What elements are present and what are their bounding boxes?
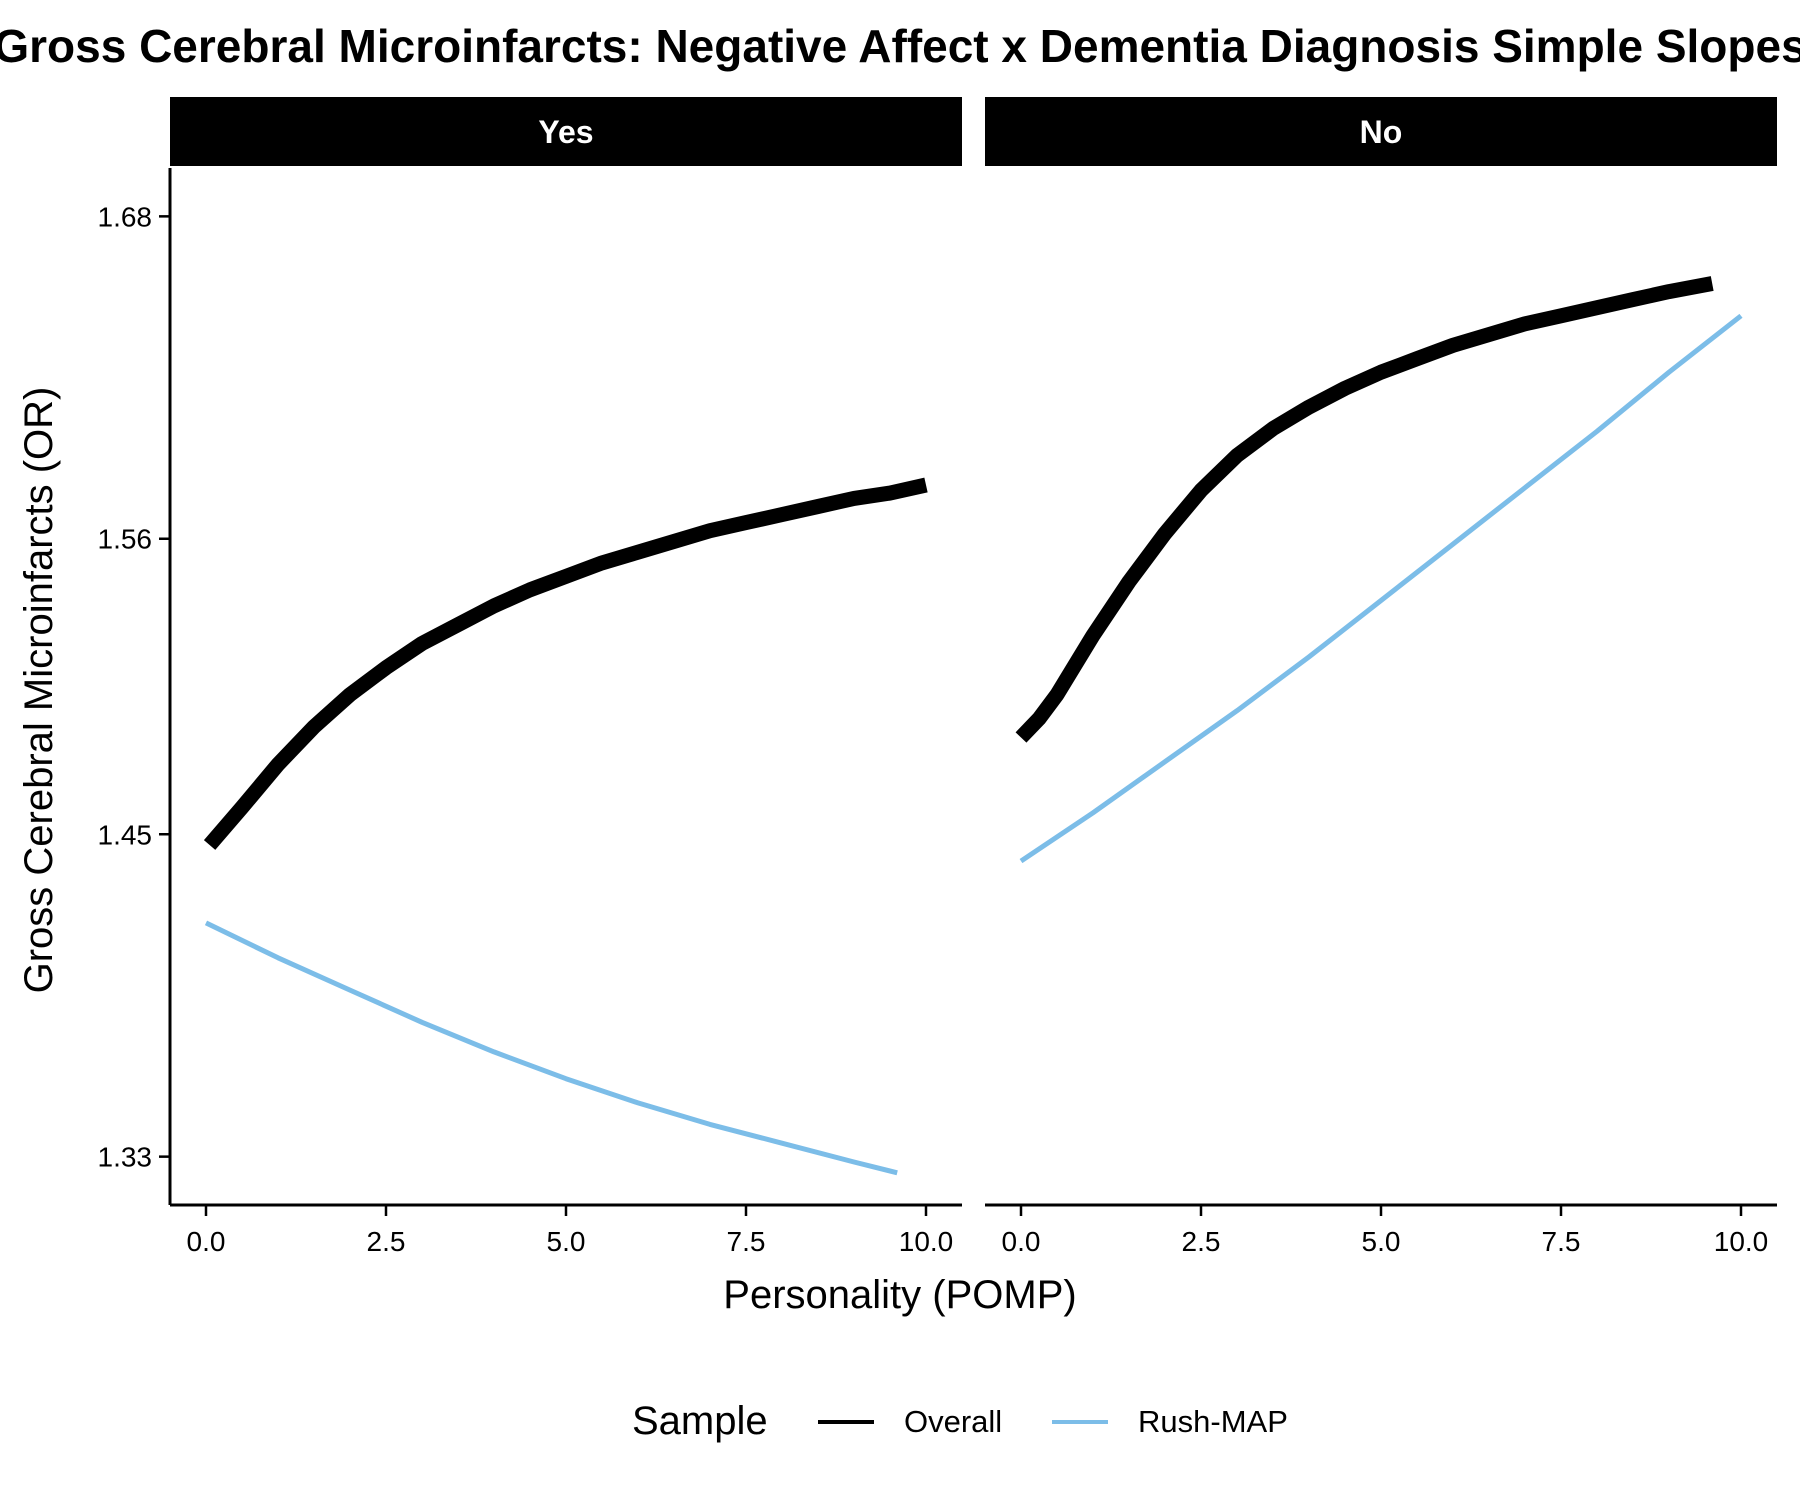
y-tick-label: 1.33 — [98, 1142, 153, 1173]
legend-label-rush-map: Rush-MAP — [1138, 1404, 1288, 1439]
x-tick-label: 5.0 — [1362, 1226, 1401, 1257]
legend-label-overall: Overall — [904, 1404, 1002, 1439]
legend-title: Sample — [632, 1399, 768, 1443]
x-tick-label: 5.0 — [547, 1226, 586, 1257]
x-tick-label: 2.5 — [367, 1226, 406, 1257]
strip-label: No — [1360, 114, 1403, 150]
series-line-overall — [203, 477, 928, 850]
series-line-overall — [1015, 276, 1714, 743]
x-tick-label: 7.5 — [727, 1226, 766, 1257]
x-tick-label: 7.5 — [1542, 1226, 1581, 1257]
series-line-rush-map — [204, 920, 898, 1176]
y-axis-title: Gross Cerebral Microinfarcts (OR) — [17, 387, 61, 994]
x-tick-label: 0.0 — [1002, 1226, 1041, 1257]
x-tick-label: 10.0 — [1714, 1226, 1769, 1257]
x-tick-label: 2.5 — [1182, 1226, 1221, 1257]
panel-yes: Yes 0.0 2.5 5.0 7.5 10.0 — [170, 97, 962, 1257]
y-tick-label: 1.45 — [98, 819, 153, 850]
y-tick-label: 1.68 — [98, 201, 153, 232]
chart-title: Gross Cerebral Microinfarcts: Negative A… — [0, 20, 1800, 72]
legend: Sample Overall Rush-MAP — [632, 1399, 1288, 1443]
strip-background — [170, 97, 962, 166]
x-tick-label: 10.0 — [899, 1226, 954, 1257]
x-tick-label: 0.0 — [187, 1226, 226, 1257]
y-tick-label: 1.56 — [98, 524, 153, 555]
strip-label: Yes — [538, 114, 593, 150]
series-line-rush-map — [1019, 313, 1743, 864]
y-axis: 1.33 1.45 1.56 1.68 — [98, 168, 172, 1205]
panel-no: No 0.0 2.5 5.0 7.5 10.0 — [985, 97, 1777, 1257]
strip-background — [985, 97, 1777, 166]
panels: Yes 0.0 2.5 5.0 7.5 10.0 No 0.0 2.5 5.0 7.5 10.0 1.3… — [98, 97, 1777, 1257]
x-axis-title: Personality (POMP) — [723, 1273, 1076, 1317]
